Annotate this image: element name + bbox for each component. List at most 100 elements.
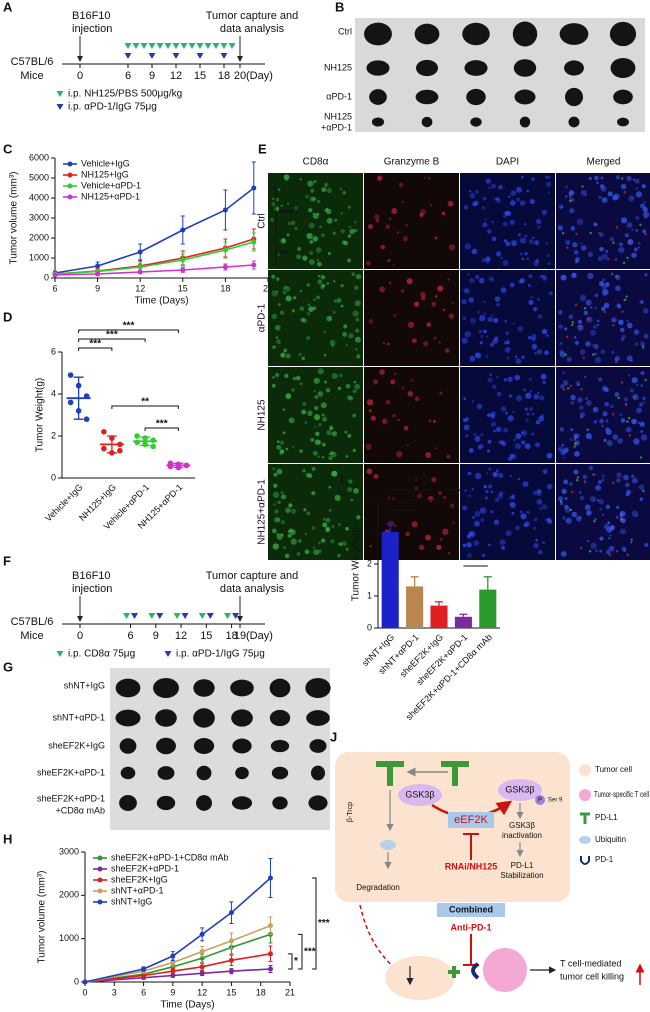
cell	[325, 526, 330, 531]
x-tick-label: 6	[52, 283, 57, 293]
cell	[567, 387, 570, 390]
cell	[558, 324, 563, 330]
y-tick-label: 4	[51, 388, 56, 398]
data-point	[170, 953, 176, 959]
cell	[507, 415, 514, 422]
series-line	[84, 933, 271, 983]
cell	[599, 549, 603, 553]
cell	[285, 507, 291, 514]
cell	[528, 299, 534, 305]
cell	[309, 240, 314, 244]
cell	[616, 478, 621, 483]
cell	[603, 523, 610, 530]
cell	[485, 355, 489, 359]
error-bar	[73, 376, 84, 420]
data-point	[267, 875, 273, 881]
cell	[625, 295, 628, 298]
micrograph	[460, 464, 555, 560]
cell	[290, 508, 297, 514]
cell	[626, 489, 632, 495]
cell	[505, 530, 512, 537]
data-point	[170, 968, 176, 974]
cell	[272, 467, 275, 470]
cell	[309, 196, 316, 202]
cell	[439, 391, 443, 395]
legend-label: i.p. NH125/PBS 500μg/kg	[68, 89, 182, 100]
cell	[299, 449, 303, 454]
cell	[295, 375, 301, 381]
cell	[635, 216, 640, 220]
cell	[506, 341, 510, 345]
cell	[465, 416, 469, 421]
cell	[431, 301, 437, 307]
tumor	[231, 796, 253, 810]
row-label: shNT+IgG	[64, 680, 105, 690]
legend-icon	[579, 789, 591, 801]
y-tick-label: 2000	[59, 890, 79, 900]
day-label: 0	[77, 630, 83, 642]
cell	[510, 200, 516, 206]
cell	[524, 251, 528, 256]
cell	[279, 440, 285, 445]
cell	[276, 440, 280, 444]
cell	[379, 286, 386, 293]
cell	[599, 246, 604, 252]
cell	[623, 190, 626, 194]
cell	[573, 469, 579, 475]
cell	[623, 298, 626, 302]
cell	[313, 549, 320, 556]
cell	[593, 222, 597, 227]
tumor	[305, 677, 331, 699]
cell	[535, 538, 539, 542]
cell	[565, 517, 572, 524]
cell	[504, 346, 511, 353]
label: GSK3β	[509, 821, 535, 830]
panel-letter: E	[258, 141, 267, 156]
cell	[276, 468, 283, 475]
cell	[598, 499, 604, 505]
legend-label: sheEF2K+αPD-1+CD8α mAb	[111, 852, 228, 862]
cell	[541, 504, 548, 510]
cell	[323, 330, 326, 334]
cell	[521, 355, 525, 359]
cell	[332, 231, 336, 235]
cell	[434, 295, 438, 298]
cell	[562, 516, 566, 520]
cell	[499, 491, 504, 496]
cell	[318, 541, 321, 545]
cell	[301, 409, 307, 415]
tumor	[193, 679, 215, 697]
cell	[579, 294, 587, 302]
legend-marker	[67, 172, 73, 178]
series-line	[84, 968, 271, 983]
cell	[302, 318, 308, 323]
cell	[442, 308, 446, 312]
cell	[382, 342, 386, 345]
cell	[410, 379, 413, 382]
legend-label: sheEF2K+αPD-1	[111, 863, 179, 873]
cell	[470, 317, 477, 324]
dose-marker	[56, 651, 64, 657]
cell	[644, 216, 647, 219]
cell	[315, 431, 320, 437]
cell	[639, 497, 644, 502]
cell	[468, 448, 474, 453]
cell	[596, 319, 600, 323]
cell	[609, 237, 615, 242]
cell	[355, 317, 360, 322]
cell	[509, 501, 516, 509]
cell	[565, 335, 569, 338]
cell	[354, 285, 359, 291]
bracket	[78, 338, 146, 342]
dose-marker	[164, 43, 172, 49]
cell	[414, 396, 420, 402]
cell	[531, 412, 535, 416]
cell	[539, 395, 545, 401]
tumor	[232, 738, 252, 754]
y-tick-label: 2	[51, 430, 56, 440]
cell	[501, 441, 507, 447]
cell	[325, 207, 329, 212]
tumor	[416, 59, 438, 77]
tumor	[269, 678, 291, 698]
annotation: *	[294, 956, 298, 967]
